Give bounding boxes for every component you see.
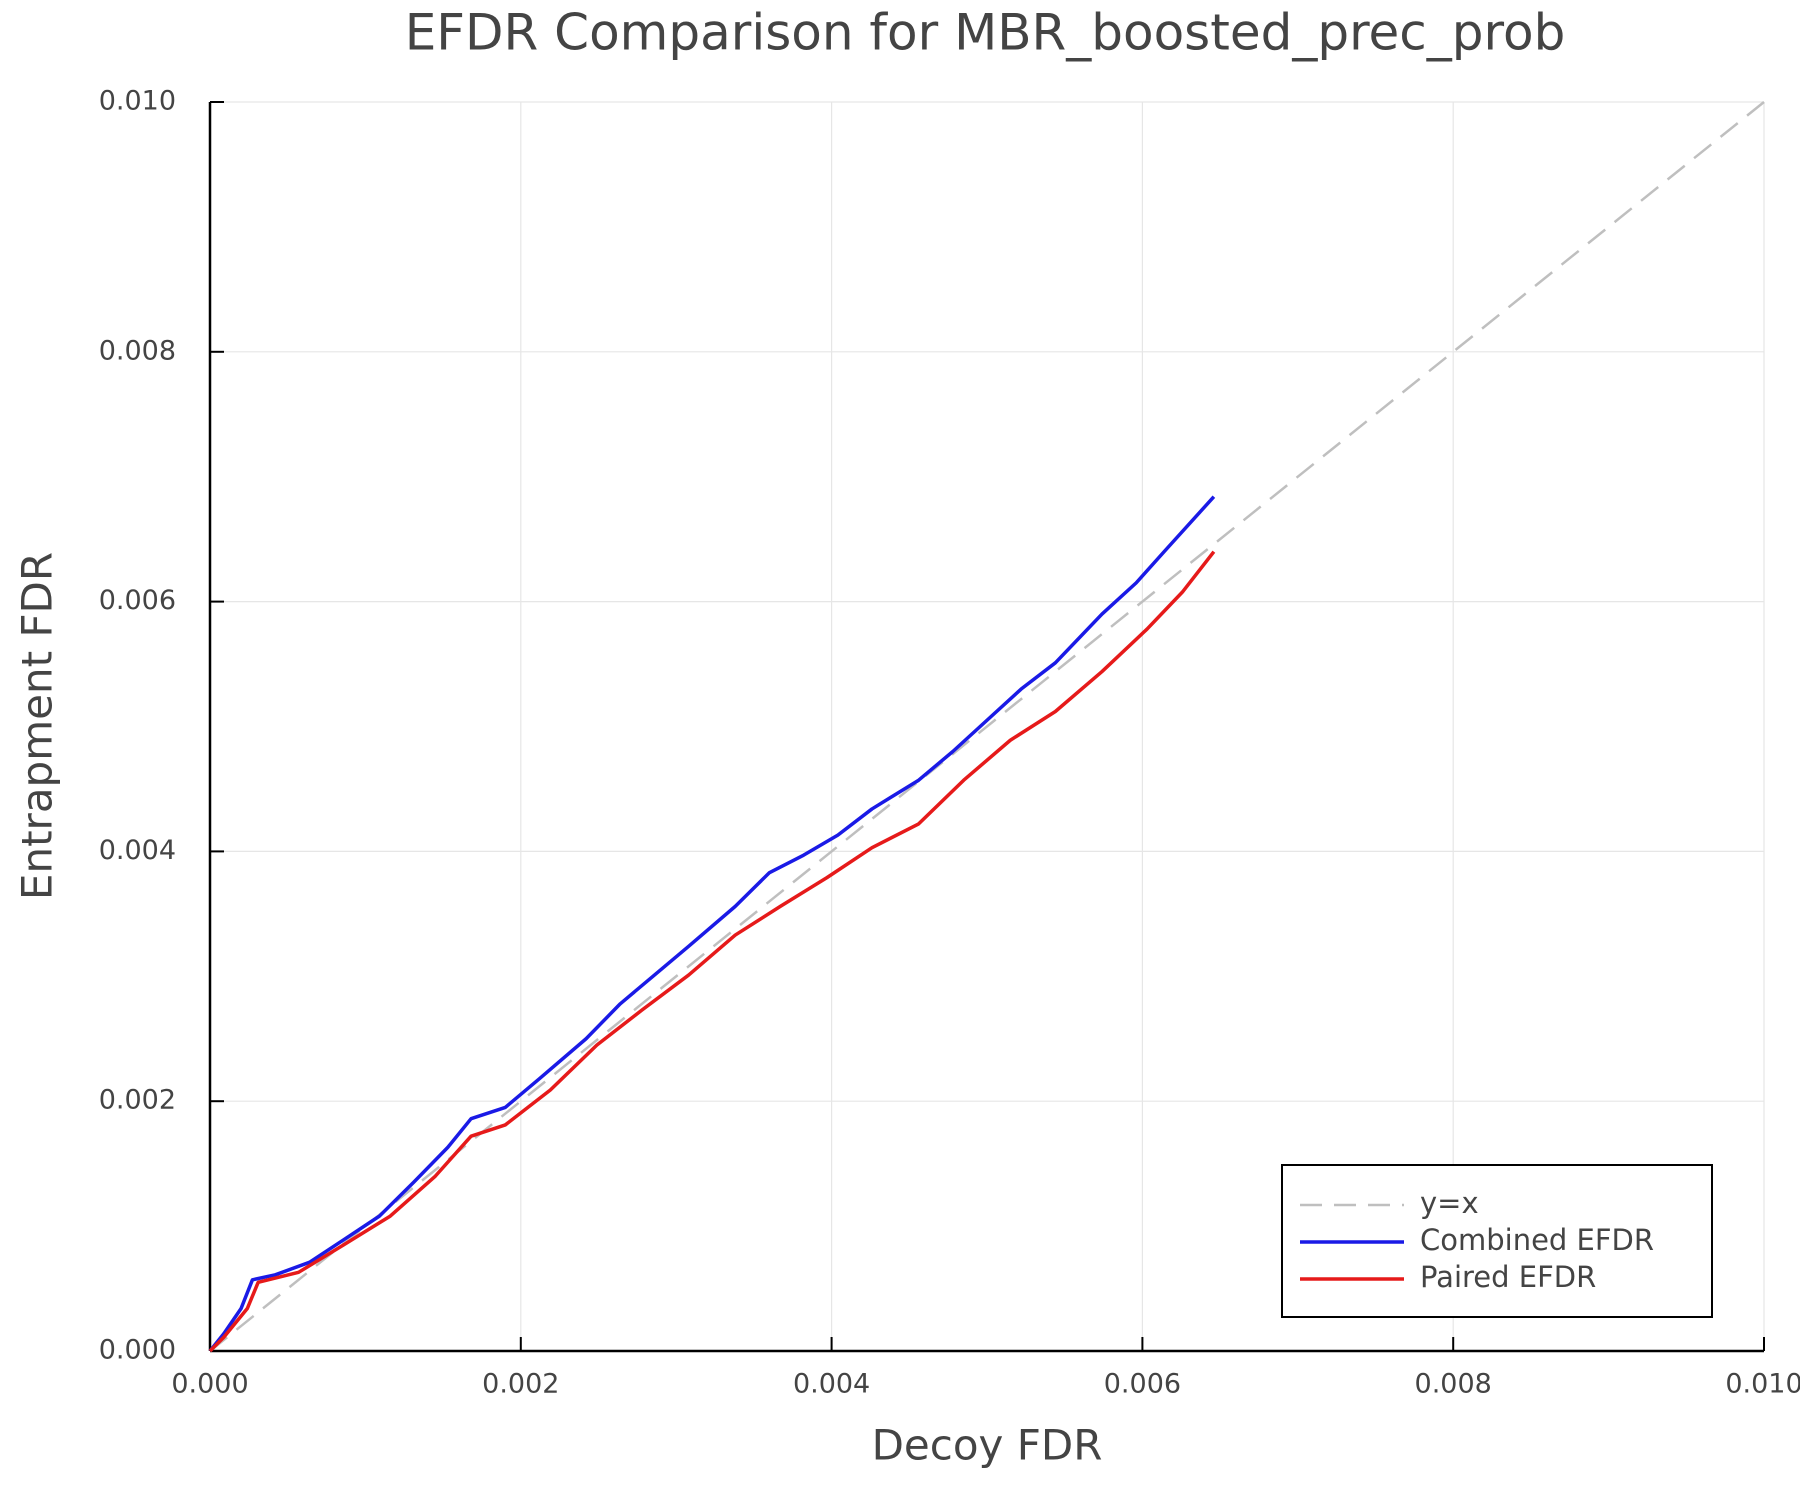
- y-tick-label: 0.008: [99, 335, 176, 366]
- x-tick-label: 0.004: [793, 1369, 870, 1400]
- x-tick-label: 0.006: [1104, 1369, 1181, 1400]
- x-tick-label: 0.008: [1415, 1369, 1492, 1400]
- y-axis-label: Entrapment FDR: [13, 552, 62, 900]
- x-axis-label: Decoy FDR: [872, 1421, 1103, 1470]
- legend-label: Paired EFDR: [1420, 1260, 1596, 1294]
- y-tick-label: 0.010: [99, 86, 176, 117]
- legend-label: y=x: [1420, 1186, 1479, 1220]
- chart-title: EFDR Comparison for MBR_boosted_prec_pro…: [405, 4, 1566, 62]
- legend-label: Combined EFDR: [1420, 1223, 1654, 1257]
- y-tick-label: 0.006: [99, 585, 176, 616]
- series-line: [208, 550, 1216, 1353]
- y-tick-label: 0.002: [99, 1085, 176, 1116]
- x-tick-label: 0.002: [482, 1369, 559, 1400]
- x-tick-label: 0.000: [171, 1369, 248, 1400]
- series-line: [208, 495, 1216, 1353]
- x-tick-label: 0.010: [1725, 1369, 1800, 1400]
- y-tick-label: 0.000: [99, 1335, 176, 1366]
- series-line: [209, 101, 1765, 1352]
- y-tick-label: 0.004: [99, 835, 176, 866]
